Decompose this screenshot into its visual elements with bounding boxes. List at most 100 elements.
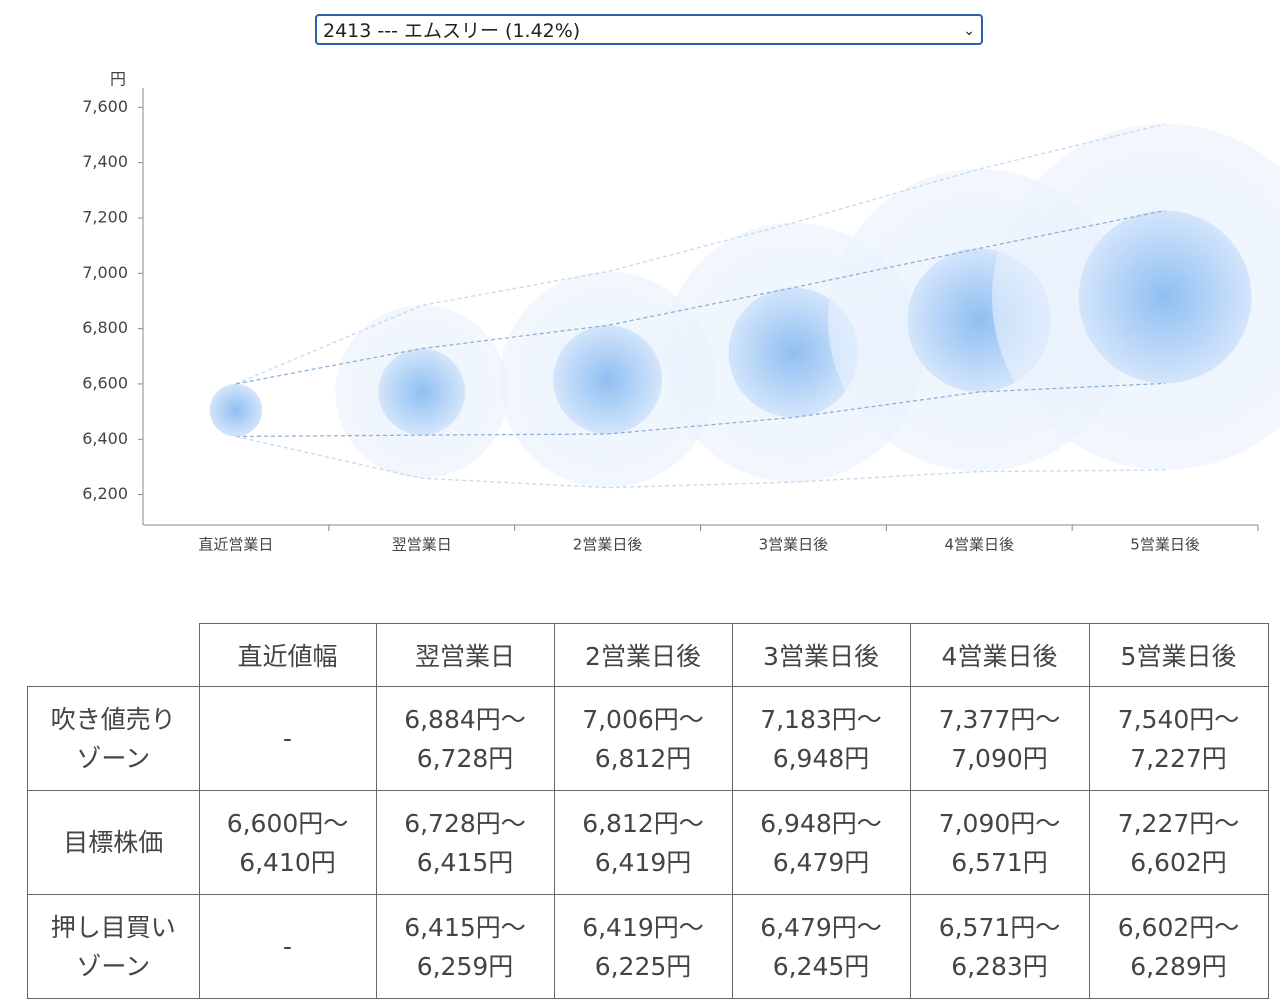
price-cell: 6,884円〜 6,728円 (375, 686, 555, 791)
price-line: 7,227円 (1130, 743, 1227, 773)
price-line: 6,600円〜 (226, 808, 349, 838)
inner-bubble (1078, 210, 1252, 384)
price-line: 6,225円 (594, 951, 692, 981)
y-axis-unit: 円 (110, 70, 126, 89)
y-tick-label: 7,000 (82, 263, 128, 282)
price-cell: 6,415円〜 6,259円 (375, 894, 555, 999)
price-cell: 6,600円〜 6,410円 (198, 790, 377, 895)
price-line: 7,090円 (951, 743, 1048, 773)
label-line: 吹き値売り (50, 704, 176, 734)
y-tick-label: 7,600 (82, 97, 128, 116)
price-line: 6,245円 (772, 951, 870, 981)
y-tick-label: 6,600 (82, 373, 128, 392)
price-cell: 6,602円〜 6,289円 (1088, 894, 1269, 999)
price-line: 7,183円〜 (760, 704, 882, 734)
label-line: 押し目買い (50, 912, 176, 942)
price-cell: 6,948円〜 6,479円 (731, 790, 911, 895)
x-tick-label: 翌営業日 (392, 536, 452, 554)
price-line: 6,259円 (416, 951, 514, 981)
range-line (235, 209, 1166, 385)
chart: 円 6,200 6,400 6,600 6,800 7,000 7,200 7,400 7,6… (82, 70, 1280, 554)
label-line: ゾーン (76, 743, 151, 773)
header-cell: 5営業日後 (1088, 623, 1269, 687)
price-line: 6,410円 (239, 847, 336, 877)
price-cell: - (198, 686, 377, 791)
price-line: 6,283円 (951, 951, 1048, 981)
price-line: 6,419円 (594, 847, 692, 877)
price-cell: 7,377円〜 7,090円 (909, 686, 1090, 791)
price-line: 7,227円〜 (1117, 808, 1240, 838)
price-line: 6,728円 (416, 743, 514, 773)
dropdown-arrow: ⌄ (963, 23, 975, 39)
price-line: 6,479円〜 (760, 912, 882, 942)
price-line: 6,419円〜 (582, 912, 704, 942)
header-cell: 2営業日後 (553, 623, 733, 687)
table-row: 目標株価 6,600円〜 6,410円 6,728円〜 6,415円 6,812円〜 6,4… (27, 790, 1269, 895)
table-row: 吹き値売り ゾーン - 6,884円〜 6,728円 7,006円〜 6,812円 7,183… (27, 686, 1269, 791)
price-cell: 6,571円〜 6,283円 (909, 894, 1090, 999)
stock-select[interactable]: 2413 --- エムスリー (1.42%) ⌄ (315, 14, 983, 45)
price-line: 7,090円〜 (938, 808, 1061, 838)
price-line: 6,812円〜 (582, 808, 704, 838)
row-label: 吹き値売り ゾーン (27, 686, 200, 791)
inner-bubble (553, 325, 662, 435)
price-cell: 7,540円〜 7,227円 (1088, 686, 1269, 791)
bubbles (209, 124, 1280, 488)
y-tick-label: 6,200 (82, 484, 128, 503)
row-label: 目標株価 (27, 790, 200, 895)
range-line (235, 123, 1166, 385)
corner-cell (27, 623, 200, 687)
range-line (235, 435, 1166, 489)
x-tick-label: 2営業日後 (573, 536, 643, 554)
price-line: 6,571円〜 (938, 912, 1061, 942)
inner-bubble (209, 383, 263, 437)
price-line: 7,377円〜 (938, 704, 1061, 734)
price-line: 7,540円〜 (1117, 704, 1240, 734)
price-cell: 7,227円〜 6,602円 (1088, 790, 1269, 895)
price-cell: 6,419円〜 6,225円 (553, 894, 733, 999)
y-tick-label: 7,200 (82, 207, 128, 226)
price-line: 6,948円 (772, 743, 870, 773)
range-line (235, 382, 1166, 438)
price-cell: 7,006円〜 6,812円 (553, 686, 733, 791)
price-line: 6,948円〜 (760, 808, 882, 838)
price-cell: 6,728円〜 6,415円 (375, 790, 555, 895)
price-cell: 7,090円〜 6,571円 (909, 790, 1090, 895)
price-line: 6,812円 (594, 743, 692, 773)
header-cell: 3営業日後 (731, 623, 911, 687)
label-line: ゾーン (76, 951, 151, 981)
inner-bubble (728, 287, 859, 418)
price-cell: 6,479円〜 6,245円 (731, 894, 911, 999)
price-line: - (282, 932, 293, 961)
x-tick-label: 4営業日後 (944, 536, 1014, 554)
select-text: 2413 --- エムスリー (1.42%) (323, 20, 581, 42)
price-line: 6,415円 (416, 847, 514, 877)
x-tick-label: 3営業日後 (759, 536, 829, 554)
label-line: 目標株価 (63, 828, 164, 857)
header-cell: 直近値幅 (198, 623, 377, 687)
row-label: 押し目買い ゾーン (27, 894, 200, 999)
forecast-table: 直近値幅 翌営業日 2営業日後 3営業日後 4営業日後 5営業日後 吹き値売りゾーン - 6,… (27, 623, 1269, 999)
x-tick-label: 5営業日後 (1130, 536, 1200, 554)
price-line: 6,415円〜 (404, 912, 526, 942)
x-tick-label: 直近営業日 (198, 536, 273, 554)
header-cell: 4営業日後 (909, 623, 1090, 687)
price-cell: 7,183円〜 6,948円 (731, 686, 911, 791)
y-tick-label: 7,400 (82, 152, 128, 171)
price-line: 6,884円〜 (404, 704, 526, 734)
price-line: 6,479円 (772, 847, 870, 877)
price-line: 6,602円 (1130, 847, 1227, 877)
price-line: 6,289円 (1130, 951, 1227, 981)
price-line: 6,571円 (951, 847, 1048, 877)
price-line: 6,728円〜 (404, 808, 526, 838)
y-tick-label: 6,800 (82, 318, 128, 337)
table-row: 押し目買いゾーン - 6,415円〜 6,259円 6,419円〜 6,225円 6,479… (27, 894, 1269, 999)
y-tick-label: 6,400 (82, 429, 128, 448)
price-line: 6,602円〜 (1117, 912, 1240, 942)
price-line: - (282, 724, 293, 753)
price-cell: 6,812円〜 6,419円 (553, 790, 733, 895)
header-cell: 翌営業日 (375, 623, 555, 687)
price-cell: - (198, 894, 377, 999)
inner-bubble (378, 348, 466, 436)
